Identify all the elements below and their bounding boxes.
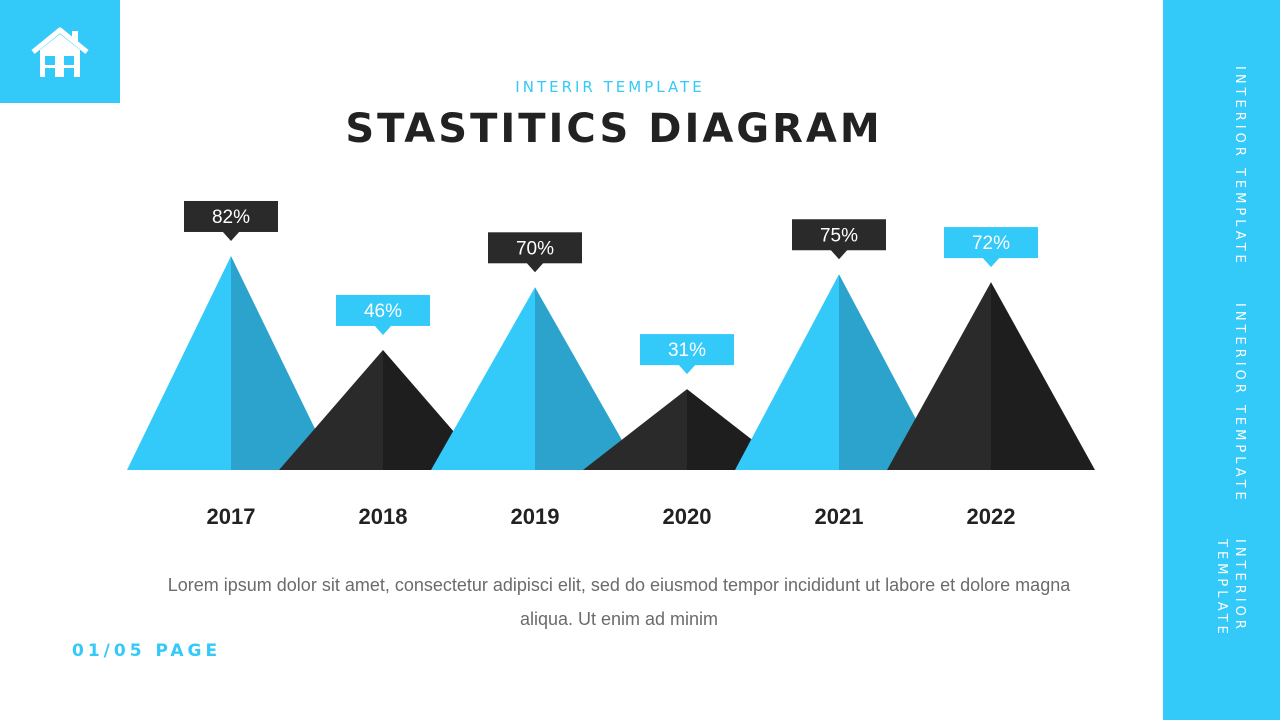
bar-2022 — [887, 282, 1095, 470]
svg-text:75%: 75% — [820, 225, 858, 246]
x-tick-2022: 2022 — [967, 504, 1016, 529]
side-bar — [1163, 0, 1280, 720]
bar-2020 — [583, 389, 791, 470]
value-label-2017: 82% — [184, 200, 278, 241]
logo-box — [0, 0, 120, 103]
side-label-top: INTERIOR TEMPLATE — [1232, 66, 1247, 267]
page-title: STASTITICS DIAGRAM — [345, 106, 883, 152]
header-kicker: INTERIR TEMPLATE — [515, 78, 705, 96]
value-label-2020: 31% — [640, 334, 734, 375]
house-icon — [31, 27, 89, 77]
value-label-2018: 46% — [336, 294, 430, 335]
page-number: 01/05 PAGE — [72, 641, 222, 661]
svg-text:72%: 72% — [972, 233, 1010, 254]
value-label-2022: 72% — [944, 227, 1038, 268]
x-tick-2018: 2018 — [359, 504, 408, 529]
chart: 82% 2017 46% 2018 70% 2019 31% 2020 75% 2021 72% 20… — [127, 200, 1095, 529]
x-tick-2020: 2020 — [663, 504, 712, 529]
bar-2018 — [279, 349, 487, 470]
bar-2019 — [431, 287, 639, 470]
side-label-middle: INTERIOR TEMPLATE — [1232, 303, 1247, 504]
value-label-2021: 75% — [792, 219, 886, 260]
x-tick-2017: 2017 — [207, 504, 256, 529]
svg-text:70%: 70% — [516, 238, 554, 259]
value-label-2019: 70% — [488, 232, 582, 273]
side-label-bottom: INTERIOR TEMPLATE — [1214, 539, 1247, 638]
svg-text:46%: 46% — [364, 301, 402, 322]
svg-text:31%: 31% — [668, 340, 706, 361]
bar-2017 — [127, 255, 335, 470]
svg-text:82%: 82% — [212, 207, 250, 228]
body-paragraph: Lorem ipsum dolor sit amet, consectetur … — [167, 575, 1071, 629]
x-tick-2021: 2021 — [815, 504, 864, 529]
x-tick-2019: 2019 — [511, 504, 560, 529]
